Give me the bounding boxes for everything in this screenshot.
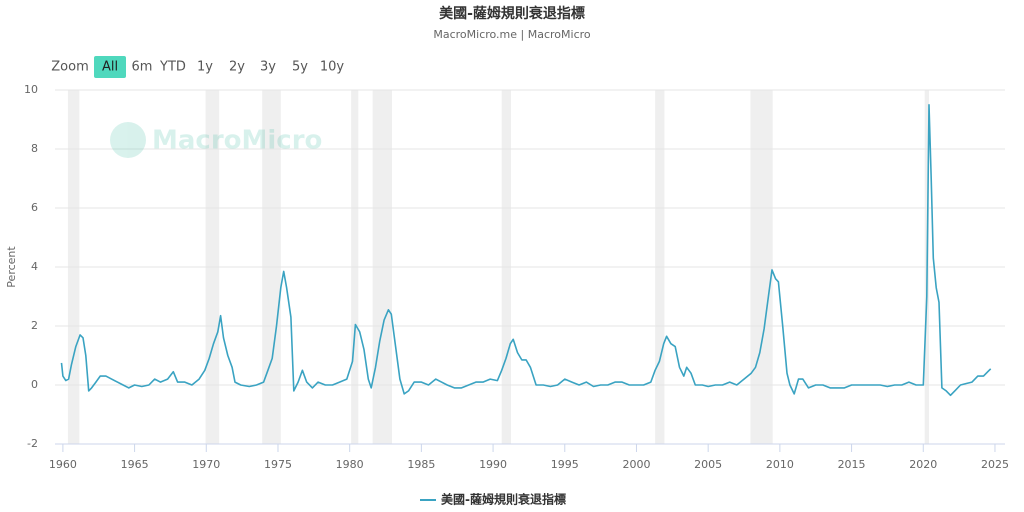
y-tick-label: 8 — [31, 142, 38, 155]
y-tick-label: 6 — [31, 201, 38, 214]
y-tick-label: 10 — [24, 83, 38, 96]
x-tick-label: 2000 — [622, 458, 650, 471]
range-button[interactable]: 5y — [292, 60, 308, 75]
x-tick-label: 1975 — [264, 458, 292, 471]
x-tick-label: 1970 — [192, 458, 220, 471]
x-tick-label: 1980 — [336, 458, 364, 471]
x-tick-label: 2025 — [981, 458, 1009, 471]
range-button[interactable]: YTD — [159, 60, 186, 75]
chart-subtitle: MacroMicro.me | MacroMicro — [433, 28, 591, 41]
range-button-bg[interactable] — [94, 56, 126, 78]
x-tick-label: 1965 — [121, 458, 149, 471]
x-tick-label: 1960 — [49, 458, 77, 471]
series-line — [60, 104, 992, 397]
watermark-logo — [110, 122, 146, 158]
x-tick-label: 1995 — [551, 458, 579, 471]
zoom-label: Zoom — [51, 60, 88, 75]
range-button[interactable]: All — [102, 60, 118, 75]
y-axis-label: Percent — [5, 246, 18, 288]
x-tick-label: 1985 — [407, 458, 435, 471]
x-tick-label: 2020 — [909, 458, 937, 471]
range-button[interactable]: 2y — [229, 60, 245, 75]
y-tick-label: 0 — [31, 378, 38, 391]
watermark-text: MacroMicro — [152, 126, 322, 156]
x-tick-label: 2005 — [694, 458, 722, 471]
y-tick-label: -2 — [27, 437, 38, 450]
y-tick-label: 2 — [31, 319, 38, 332]
range-button[interactable]: 1y — [197, 60, 213, 75]
legend-label[interactable]: 美國-薩姆規則衰退指標 — [441, 492, 566, 507]
chart-title: 美國-薩姆規則衰退指標 — [439, 5, 585, 22]
x-tick-label: 1990 — [479, 458, 507, 471]
range-button[interactable]: 3y — [260, 60, 276, 75]
watermark: MacroMicro — [110, 122, 322, 158]
x-tick-label: 2015 — [838, 458, 866, 471]
y-tick-label: 4 — [31, 260, 38, 273]
range-button[interactable]: 6m — [132, 60, 153, 75]
x-tick-label: 2010 — [766, 458, 794, 471]
range-button[interactable]: 10y — [320, 60, 345, 75]
